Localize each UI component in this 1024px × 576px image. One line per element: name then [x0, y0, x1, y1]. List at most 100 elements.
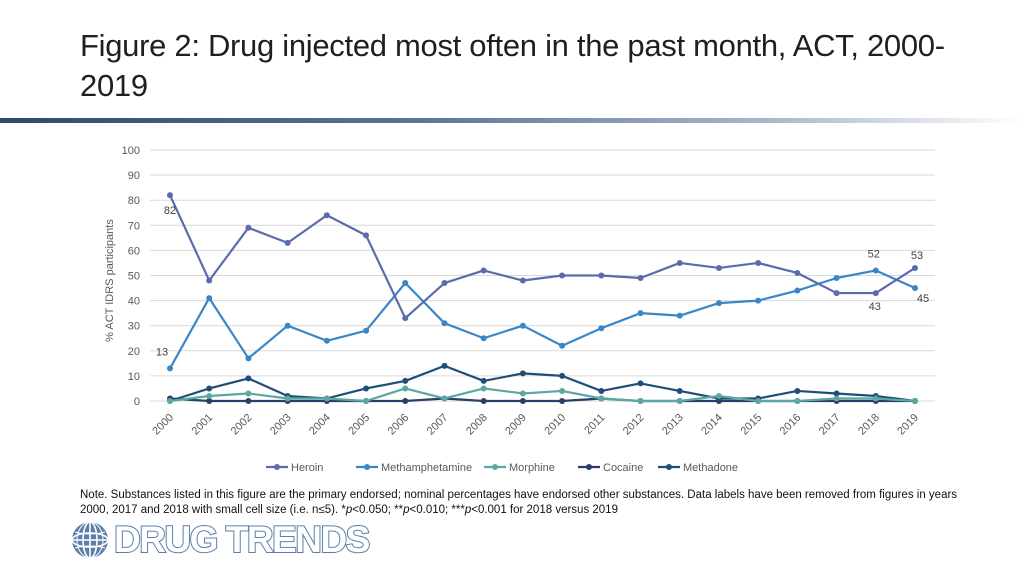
x-tick-label: 2011 [582, 412, 607, 437]
data-point-methadone [559, 372, 566, 379]
y-tick-label: 10 [128, 371, 140, 383]
legend-marker-morphine [492, 464, 498, 470]
legend-label-cocaine: Cocaine [603, 462, 643, 474]
y-tick-label: 70 [128, 220, 140, 232]
legend-label-methadone: Methadone [683, 462, 738, 474]
data-point-cocaine [480, 398, 487, 404]
note-part: p [345, 504, 353, 516]
data-point-methamphetamine [519, 322, 526, 329]
data-point-methamphetamine [363, 327, 370, 334]
data-label: 52 [868, 248, 880, 260]
data-point-heroin [833, 290, 840, 297]
data-point-methamphetamine [323, 337, 330, 344]
x-tick-label: 2012 [621, 412, 647, 438]
data-point-methamphetamine [912, 285, 918, 292]
data-point-methamphetamine [598, 325, 605, 332]
legend-label-heroin: Heroin [291, 462, 323, 474]
note-part: <0.001 for 2018 versus 2019 [471, 504, 618, 516]
data-point-methamphetamine [284, 322, 291, 329]
data-point-methamphetamine [480, 335, 487, 342]
data-point-morphine [559, 387, 566, 394]
data-point-cocaine [559, 398, 566, 404]
data-point-methadone [598, 387, 605, 394]
y-tick-label: 20 [128, 346, 140, 358]
x-tick-label: 2004 [307, 412, 333, 438]
data-point-methadone [245, 375, 252, 382]
data-point-methadone [637, 380, 644, 387]
data-label: 45 [917, 293, 929, 305]
data-point-heroin [206, 277, 213, 284]
data-point-heroin [715, 264, 722, 271]
legend-label-methamphetamine: Methamphetamine [381, 462, 472, 474]
data-label: 53 [911, 250, 923, 262]
note-part: p [464, 504, 472, 516]
x-tick-label: 2010 [542, 412, 568, 438]
y-tick-label: 60 [128, 245, 140, 257]
x-tick-label: 2017 [817, 412, 843, 438]
data-point-methadone [402, 377, 409, 384]
data-point-morphine [715, 392, 722, 399]
data-point-morphine [206, 392, 213, 399]
y-tick-label: 30 [128, 321, 140, 333]
note-part: <0.010; *** [409, 504, 465, 516]
line-chart: 0 10 20 30 40 50 60 70 80 90 100 2000 2001 2002 2003 20… [104, 145, 935, 474]
x-tick-label: 2014 [699, 412, 725, 438]
x-tick-label: 2009 [503, 412, 529, 438]
data-point-methadone [363, 385, 370, 392]
legend-marker-methamphetamine [364, 464, 370, 470]
y-tick-label: 100 [122, 145, 140, 157]
data-point-morphine [245, 390, 252, 397]
y-axis-label: % ACT IDRS participants [104, 219, 116, 342]
legend-marker-methadone [666, 464, 672, 470]
globe-icon [71, 521, 109, 559]
data-point-methamphetamine [441, 320, 448, 327]
data-point-heroin [284, 239, 291, 246]
data-point-methadone [794, 387, 801, 394]
data-point-methadone [206, 385, 213, 392]
data-point-cocaine [206, 398, 213, 404]
drug-trends-logo: DRUG TRENDS [70, 518, 371, 561]
data-label: 13 [156, 346, 168, 358]
x-tick-label: 2006 [386, 412, 412, 438]
legend-marker-heroin [274, 464, 280, 470]
series-line-heroin [169, 194, 916, 320]
data-point-heroin [637, 275, 644, 282]
series-line-morphine [169, 387, 916, 403]
x-tick-label: 2002 [229, 412, 255, 438]
data-point-heroin [480, 267, 487, 274]
data-point-methamphetamine [402, 280, 409, 287]
data-point-morphine [912, 398, 918, 404]
data-point-methamphetamine [637, 310, 644, 317]
data-point-morphine [441, 395, 448, 402]
data-point-methadone [833, 390, 840, 397]
data-point-cocaine [715, 398, 722, 404]
data-point-heroin [676, 259, 683, 266]
data-point-methadone [480, 377, 487, 384]
data-point-heroin [598, 272, 605, 279]
y-tick-label: 90 [128, 170, 140, 182]
x-tick-label: 2018 [856, 412, 882, 438]
x-tick-label: 2016 [778, 412, 804, 438]
data-point-morphine [402, 385, 409, 392]
data-point-cocaine [402, 398, 409, 404]
data-point-heroin [794, 269, 801, 276]
series-line-methamphetamine [169, 269, 916, 369]
series-line-methadone [169, 364, 916, 403]
data-point-morphine [519, 390, 526, 397]
figure-note: Note. Substances listed in this figure a… [80, 488, 980, 518]
data-point-methamphetamine [833, 275, 840, 282]
data-point-morphine [284, 395, 291, 402]
data-point-methadone [676, 387, 683, 394]
data-point-heroin [755, 259, 762, 266]
data-point-cocaine [245, 398, 252, 404]
legend-label-morphine: Morphine [509, 462, 555, 474]
data-point-heroin [912, 264, 918, 271]
data-point-heroin [441, 280, 448, 287]
data-point-methamphetamine [794, 287, 801, 294]
data-point-methamphetamine [715, 300, 722, 307]
note-part: p [403, 504, 410, 516]
x-tick-label: 2001 [190, 412, 216, 438]
data-point-heroin [323, 212, 330, 219]
data-point-heroin [872, 290, 879, 297]
data-point-heroin [519, 277, 526, 284]
